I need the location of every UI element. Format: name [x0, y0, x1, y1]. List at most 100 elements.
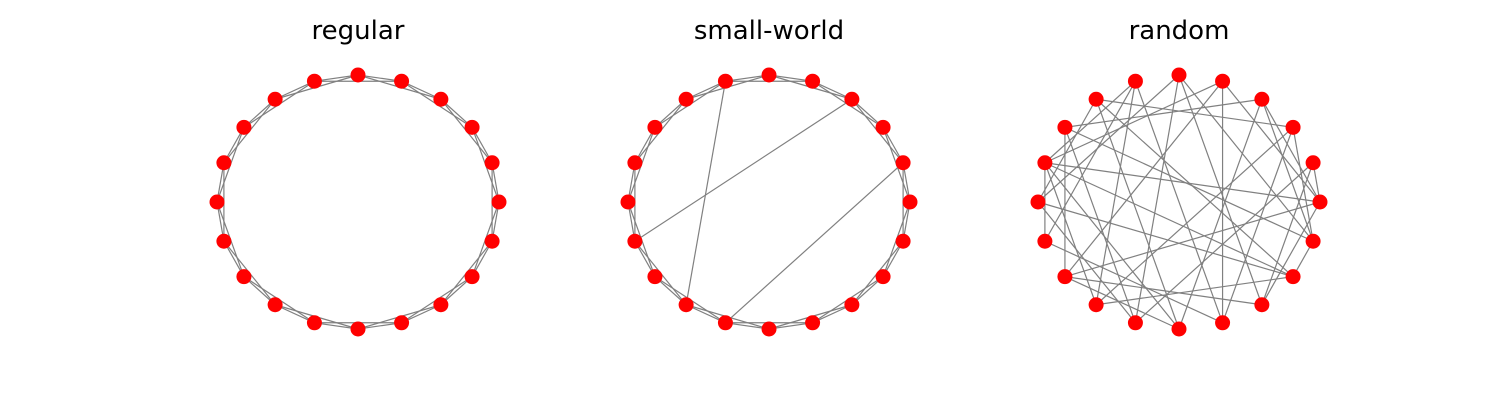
node	[491, 194, 507, 210]
node	[433, 91, 449, 107]
node	[484, 155, 500, 171]
node	[805, 315, 821, 331]
node	[306, 73, 322, 89]
node	[236, 269, 252, 285]
edge	[1044, 80, 1136, 242]
node	[394, 315, 410, 331]
node	[875, 119, 891, 135]
edge	[1261, 162, 1314, 305]
node	[216, 155, 232, 171]
node	[236, 119, 252, 135]
edge	[1222, 127, 1294, 323]
node	[1171, 67, 1187, 83]
node	[761, 67, 777, 83]
edge	[1261, 201, 1321, 306]
panel-regular: regular	[209, 16, 507, 337]
edge	[1037, 201, 1136, 324]
edge	[1064, 127, 1136, 323]
node	[761, 321, 777, 337]
node	[1312, 194, 1328, 210]
edge	[1134, 81, 1224, 323]
node	[1305, 155, 1321, 171]
node	[627, 233, 643, 249]
node	[717, 315, 733, 331]
edge	[1044, 162, 1294, 278]
node	[350, 321, 366, 337]
node	[647, 119, 663, 135]
edge	[1044, 162, 1097, 305]
edge	[1178, 74, 1314, 242]
edge	[1064, 276, 1180, 330]
edge	[634, 98, 853, 242]
edge	[1095, 98, 1294, 278]
panel-title-small-world: small-world	[694, 16, 844, 46]
node	[1088, 91, 1104, 107]
node	[1254, 297, 1270, 313]
node	[1057, 269, 1073, 285]
node	[844, 297, 860, 313]
node	[1037, 233, 1053, 249]
node	[394, 73, 410, 89]
node	[678, 91, 694, 107]
edge	[1037, 98, 1097, 203]
node	[1057, 119, 1073, 135]
edge	[1037, 74, 1180, 203]
node	[895, 155, 911, 171]
node	[678, 297, 694, 313]
edge	[725, 162, 904, 324]
node	[1285, 269, 1301, 285]
node	[267, 297, 283, 313]
node	[875, 269, 891, 285]
edge	[1292, 127, 1314, 242]
edge	[1064, 98, 1262, 128]
node	[844, 91, 860, 107]
node	[1030, 194, 1046, 210]
edge	[1064, 80, 1224, 278]
edge	[1044, 80, 1136, 164]
node	[895, 233, 911, 249]
edge	[1044, 162, 1321, 203]
node	[1285, 119, 1301, 135]
node	[627, 155, 643, 171]
node	[350, 67, 366, 83]
panel-small-world: small-world	[620, 16, 918, 337]
node	[306, 315, 322, 331]
node	[209, 194, 225, 210]
edges-regular	[216, 74, 500, 330]
edge	[1044, 80, 1223, 164]
node	[1305, 233, 1321, 249]
nodes-regular	[209, 67, 507, 337]
node	[267, 91, 283, 107]
nodes-small-world	[620, 67, 918, 337]
node	[1254, 91, 1270, 107]
edge	[1134, 74, 1180, 323]
edges-small-world	[627, 74, 911, 330]
edge	[685, 81, 727, 305]
node	[1215, 315, 1231, 331]
node	[484, 233, 500, 249]
edge	[1044, 162, 1180, 330]
node	[1127, 73, 1143, 89]
edge	[1222, 80, 1321, 203]
node	[902, 194, 918, 210]
panel-title-regular: regular	[312, 16, 405, 46]
node	[805, 73, 821, 89]
node	[647, 269, 663, 285]
edge	[1064, 276, 1262, 306]
edges-random	[1037, 74, 1321, 330]
edge	[1261, 99, 1314, 242]
nodes-random	[1030, 67, 1328, 337]
edge	[1037, 201, 1294, 278]
node	[464, 269, 480, 285]
node	[1215, 73, 1231, 89]
node	[1088, 297, 1104, 313]
edge	[1096, 276, 1294, 306]
panel-title-random: random	[1129, 16, 1230, 46]
edge	[1096, 98, 1294, 128]
node	[1037, 155, 1053, 171]
node	[620, 194, 636, 210]
node	[433, 297, 449, 313]
node	[717, 73, 733, 89]
edge	[1261, 98, 1321, 203]
